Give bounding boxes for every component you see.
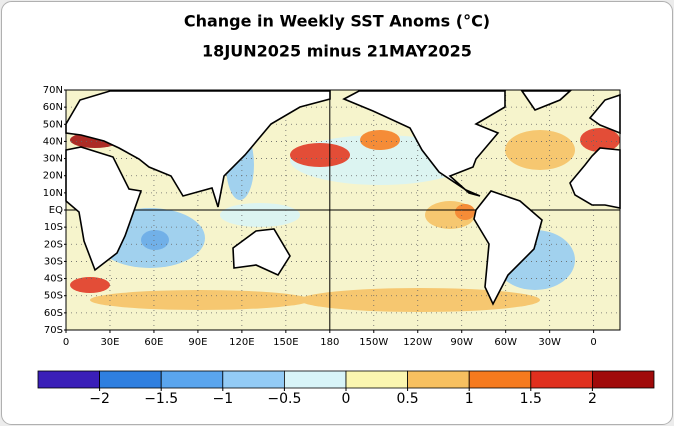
colorbar-box <box>283 370 347 389</box>
lat-label: 70S <box>44 325 63 336</box>
lon-label: 150E <box>273 337 298 348</box>
colorbar-label: 0 <box>342 391 351 407</box>
land <box>65 90 621 306</box>
colorbar-box <box>530 370 593 389</box>
lon-label: 0 <box>63 337 69 348</box>
subtitle: 18JUN2025 minus 21MAY2025 <box>202 42 472 61</box>
colorbar-box <box>592 370 655 389</box>
lat-label: 40N <box>43 136 63 147</box>
lon-label: 90W <box>450 337 473 348</box>
lon-label: 90E <box>188 337 207 348</box>
lon-label: 150W <box>359 337 388 348</box>
colorbar-box <box>160 370 224 389</box>
lon-label: 30W <box>538 337 561 348</box>
colorbar-label: −1.5 <box>144 391 178 407</box>
title: Change in Weekly SST Anoms (°C) <box>184 12 490 31</box>
lon-label: 120W <box>403 337 432 348</box>
lat-label: 50S <box>44 291 63 302</box>
lat-label: 20S <box>44 239 63 250</box>
lat-label: 20N <box>43 171 63 182</box>
lon-label: 60W <box>494 337 517 348</box>
lat-label: 60S <box>44 308 63 319</box>
colorbar-box <box>222 370 285 389</box>
colorbar-label: −1 <box>212 391 233 407</box>
lat-label: 40S <box>44 274 63 285</box>
lat-label: 10S <box>44 222 63 233</box>
colorbar-box <box>468 370 532 389</box>
lat-label: EQ <box>49 205 63 216</box>
lon-label: 0 <box>590 337 596 348</box>
colorbar-box <box>37 370 100 389</box>
lon-label: 30E <box>100 337 119 348</box>
lat-label: 30N <box>43 154 63 165</box>
colorbar-label: 1.5 <box>520 391 542 407</box>
lat-label: 70N <box>43 85 63 96</box>
lat-label: 50N <box>43 119 63 130</box>
lat-label: 60N <box>43 102 63 113</box>
colorbar-label: 1 <box>465 391 474 407</box>
lat-label: 30S <box>44 256 63 267</box>
lat-label: 10N <box>43 188 63 199</box>
colorbar-label: −0.5 <box>267 391 301 407</box>
colorbar-label: 2 <box>588 391 597 407</box>
lon-label: 60E <box>144 337 163 348</box>
colorbar-box <box>345 370 408 389</box>
lon-label: 180 <box>320 337 339 348</box>
colorbar-label: −2 <box>89 391 110 407</box>
colorbar-box <box>99 370 162 389</box>
colorbar-box <box>407 370 470 389</box>
colorbar-label: 0.5 <box>396 391 418 407</box>
lon-label: 120E <box>229 337 254 348</box>
